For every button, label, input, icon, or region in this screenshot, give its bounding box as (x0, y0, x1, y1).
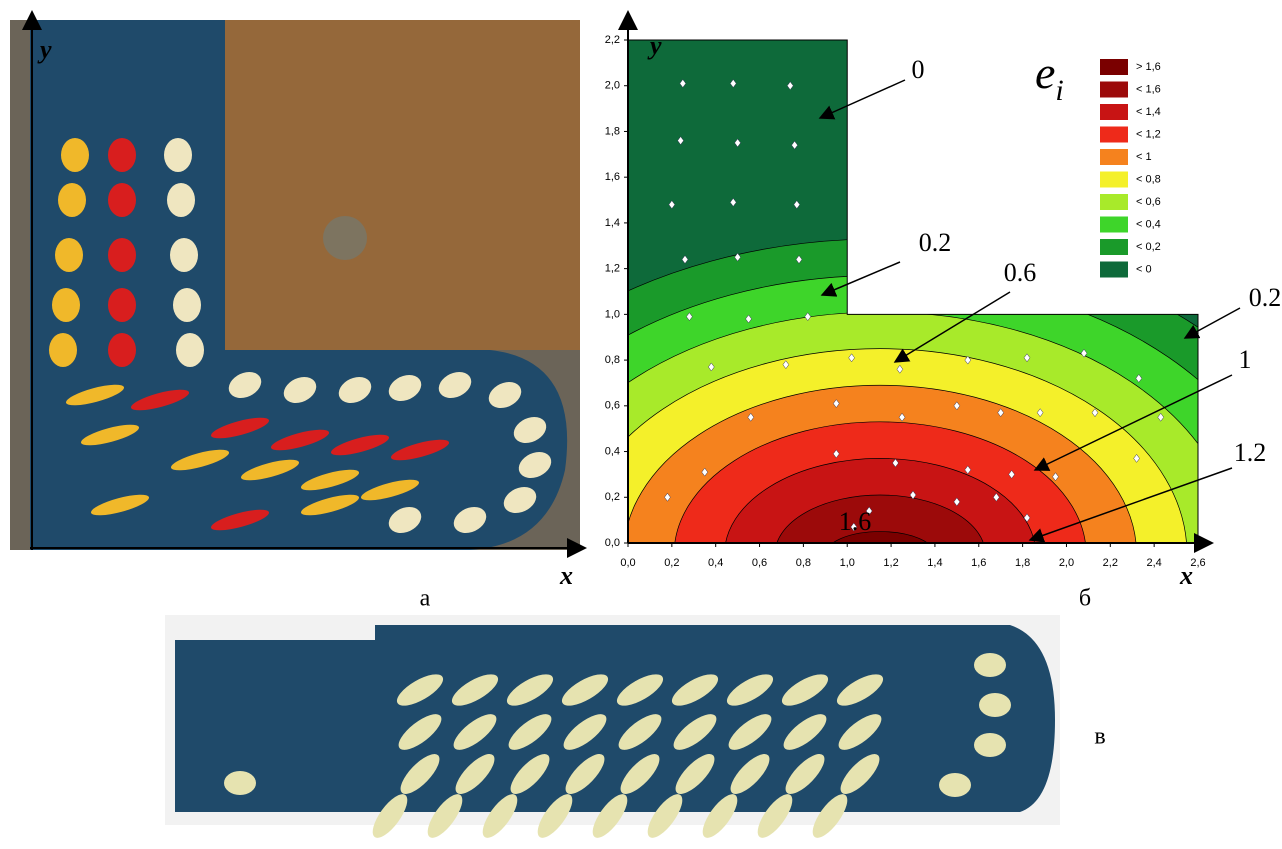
marker (108, 238, 136, 272)
marker (974, 733, 1006, 757)
legend-title: ei (1035, 47, 1064, 107)
x-tick-label: 1,2 (883, 557, 898, 569)
legend-swatch (1100, 217, 1128, 233)
marker (979, 693, 1011, 717)
legend-label: < 0,2 (1136, 241, 1161, 253)
legend-label: < 0,6 (1136, 196, 1161, 208)
x-tick-label: 2,2 (1103, 557, 1118, 569)
marker (108, 288, 136, 322)
legend-label: < 1,6 (1136, 83, 1161, 95)
y-tick-label: 1,8 (605, 125, 620, 137)
x-tick-label: 1,0 (840, 557, 855, 569)
marker (108, 333, 136, 367)
band (775, 495, 985, 614)
axis-label: x (1179, 561, 1193, 590)
y-tick-label: 0,4 (605, 445, 620, 457)
legend-label: < 1 (1136, 151, 1152, 163)
legend-label: < 0,4 (1136, 218, 1161, 230)
axis-label: y (37, 35, 52, 64)
plexiglass (225, 20, 580, 350)
annotation: 1 (1239, 345, 1252, 374)
band (825, 532, 935, 578)
annotation: 0.2 (1249, 283, 1282, 312)
panel-label: а (420, 586, 431, 612)
y-tick-label: 1,0 (605, 308, 620, 320)
annotation: 1.6 (839, 507, 872, 536)
marker (55, 238, 83, 272)
y-tick-label: 2,2 (605, 34, 620, 46)
marker (176, 333, 204, 367)
legend-label: > 1,6 (1136, 61, 1161, 73)
legend-swatch (1100, 262, 1128, 278)
x-tick-label: 2,0 (1059, 557, 1074, 569)
y-tick-label: 0,0 (605, 537, 620, 549)
y-tick-label: 1,4 (605, 217, 620, 229)
annotation: 0 (912, 55, 925, 84)
x-tick-label: 1,8 (1015, 557, 1030, 569)
axis-label: y (647, 31, 662, 60)
panel-label: б (1079, 586, 1091, 612)
marker (108, 138, 136, 172)
marker (224, 771, 256, 795)
annotation: 0.2 (919, 228, 952, 257)
annotation: 1.2 (1234, 438, 1267, 467)
marker (61, 138, 89, 172)
x-tick-label: 0,8 (796, 557, 811, 569)
marker (58, 183, 86, 217)
x-tick-label: 0,6 (752, 557, 767, 569)
x-tick-label: 0,2 (664, 557, 679, 569)
x-tick-label: 0,0 (620, 557, 635, 569)
x-tick-label: 1,6 (971, 557, 986, 569)
marker (164, 138, 192, 172)
annotation: 0.6 (1004, 258, 1037, 287)
y-tick-label: 1,6 (605, 171, 620, 183)
x-tick-label: 1,4 (927, 557, 942, 569)
figure: y x а 0,0 0,2 0,4 0,6 0,8 1,0 1,2 1,4 1,6 1,8 2,0 2… (0, 0, 1282, 849)
legend-swatch (1100, 172, 1128, 188)
marker (49, 333, 77, 367)
legend-swatch (1100, 104, 1128, 120)
specimen (175, 625, 1055, 812)
legend-label: < 1,2 (1136, 128, 1161, 140)
legend-label: < 1,4 (1136, 106, 1161, 118)
legend-label: < 0 (1136, 263, 1152, 275)
y-tick-label: 0,2 (605, 491, 620, 503)
panel-label: в (1094, 724, 1105, 750)
symbol: e (1035, 47, 1055, 98)
axis-label: x (559, 561, 573, 590)
legend-swatch (1100, 82, 1128, 98)
marker (939, 773, 971, 797)
marker (108, 183, 136, 217)
x-tick-label: 0,4 (708, 557, 723, 569)
y-tick-label: 0,8 (605, 354, 620, 366)
legend-swatch (1100, 194, 1128, 210)
legend-swatch (1100, 59, 1128, 75)
marker (974, 653, 1006, 677)
marker (173, 288, 201, 322)
y-tick-label: 2,0 (605, 80, 620, 92)
y-tick-label: 0,6 (605, 400, 620, 412)
x-tick-label: 2,4 (1147, 557, 1162, 569)
bolt (323, 216, 367, 260)
subscript: i (1055, 74, 1063, 107)
legend-swatch (1100, 239, 1128, 255)
legend-swatch (1100, 127, 1128, 143)
legend-swatch (1100, 149, 1128, 165)
marker (170, 238, 198, 272)
marker (52, 288, 80, 322)
legend-label: < 0,8 (1136, 173, 1161, 185)
y-tick-label: 1,2 (605, 263, 620, 275)
marker (167, 183, 195, 217)
